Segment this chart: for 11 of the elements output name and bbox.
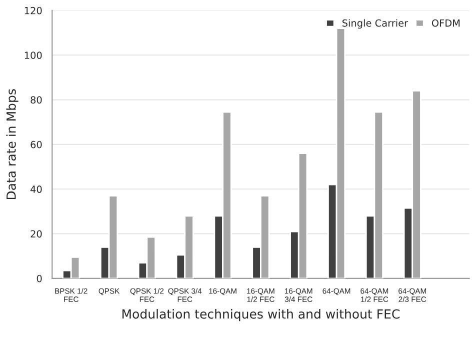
y-tick-label: 0 [36,274,42,282]
y-tick-label: 40 [30,186,42,193]
y-tick-label: 20 [30,230,42,238]
legend-label: OFDM [432,19,460,27]
y-tick-label: 100 [24,52,42,59]
y-tick-label: 60 [30,140,42,148]
y-tick-label: 120 [24,6,42,14]
y-tick-label: 80 [30,96,42,104]
legend-label: Single Carrier [342,19,408,29]
y-axis-title: Data rate in Mbps [6,89,18,200]
x-axis-title: Modulation techniques with and without FEC [122,309,400,322]
